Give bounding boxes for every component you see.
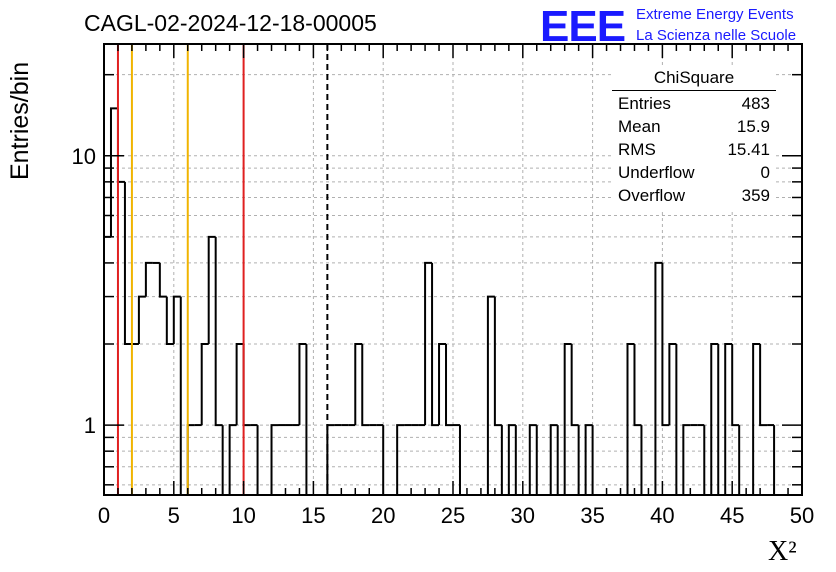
histogram-bin [298,343,307,426]
x-tick-label: 40 [650,503,674,528]
histogram-bin [228,424,237,495]
stats-value: 15.9 [736,117,770,136]
histogram-bin [214,236,223,427]
x-tick-label: 35 [580,503,604,528]
histogram-bin [654,261,663,495]
histogram-bin [109,107,118,237]
histogram-bin [305,344,314,496]
x-tick-label: 45 [720,503,744,528]
x-tick-label: 20 [371,503,395,528]
logo-line-1: Extreme Energy Events [636,6,794,23]
histogram-bin [242,344,251,427]
histogram-bin [424,261,433,426]
histogram-bin [549,424,558,495]
histogram-bin [116,108,125,183]
histogram-bin [724,343,733,495]
stats-row-underflow: Underflow 0 [612,163,776,186]
y-axis-label: Entries/bin [6,61,34,180]
x-tick-label: 25 [441,503,465,528]
y-tick-label: 1 [84,413,96,438]
x-tick-label: 30 [511,503,535,528]
histogram-bin [165,296,174,346]
stats-value: 359 [741,186,770,205]
eee-logo-mark: EEE [540,2,626,51]
histogram-bin [507,424,516,495]
histogram-bin [584,424,593,495]
x-tick-label: 5 [168,503,180,528]
stats-label: Mean [618,117,661,136]
histogram-bin [717,344,726,496]
histogram-bin [752,343,761,495]
histogram-bin [563,343,572,495]
histogram-bin [207,235,216,345]
histogram-bin [123,181,132,346]
eee-logo-text: Extreme Energy Events La Scienza nelle S… [636,4,796,46]
x-tick-label: 0 [98,503,110,528]
logo-line-2: La Scienza nelle Scuole [636,27,797,44]
histogram-bin [103,235,111,495]
stats-value: 483 [741,94,770,113]
histogram-bin [172,295,181,345]
axes: 0 5 10 15 20 25 30 35 40 45 50 1 10 [72,43,814,528]
stats-row-overflow: Overflow 359 [612,186,776,209]
histogram-bin [493,296,502,427]
histogram-bin [438,343,447,426]
histogram-bin [759,344,768,427]
histogram-bin [731,344,740,427]
histogram-bin [668,343,677,426]
histogram-bin [361,344,370,427]
histogram-bin [270,424,279,495]
histogram-bin [626,343,635,495]
stats-row-mean: Mean 15.9 [612,117,776,140]
histogram-bin [445,344,453,427]
histogram-bin [486,295,495,495]
histogram-bin [179,296,188,496]
x-tick-label: 15 [301,503,325,528]
stats-value: 0 [760,163,770,182]
stats-label: RMS [618,140,656,159]
stats-box: ChiSquare Entries 483 Mean 15.9 RMS 15.4… [612,66,776,209]
stats-label: Overflow [618,186,686,205]
histogram-bin [682,424,691,495]
histogram-bin [158,262,167,298]
x-tick-label: 10 [231,503,255,528]
histogram-bin [137,295,146,345]
y-tick-label: 10 [72,144,96,169]
stats-title: ChiSquare [612,66,776,91]
stats-value: 15.41 [727,140,770,159]
histogram-bin [144,261,153,297]
histogram-bin [661,262,670,427]
histogram-bin [710,343,719,495]
reference-lines [116,44,329,495]
stats-label: Underflow [618,163,695,182]
histogram-bin [431,262,440,427]
x-tick-label: 50 [790,503,814,528]
histogram-bin [633,344,642,427]
histogram-bin [528,424,537,495]
chart-title: CAGL-02-2024-12-18-00005 [84,10,377,36]
histogram-bin [354,343,363,426]
histogram-bin [396,424,405,495]
stats-row-entries: Entries 483 [612,94,776,117]
stats-row-rms: RMS 15.41 [612,140,776,163]
histogram-bin [570,344,579,427]
x-axis-label: X² [768,536,797,567]
histogram-bin [235,343,244,426]
stats-label: Entries [618,94,671,113]
histogram-bin [675,344,684,496]
histogram-bin [200,343,209,426]
